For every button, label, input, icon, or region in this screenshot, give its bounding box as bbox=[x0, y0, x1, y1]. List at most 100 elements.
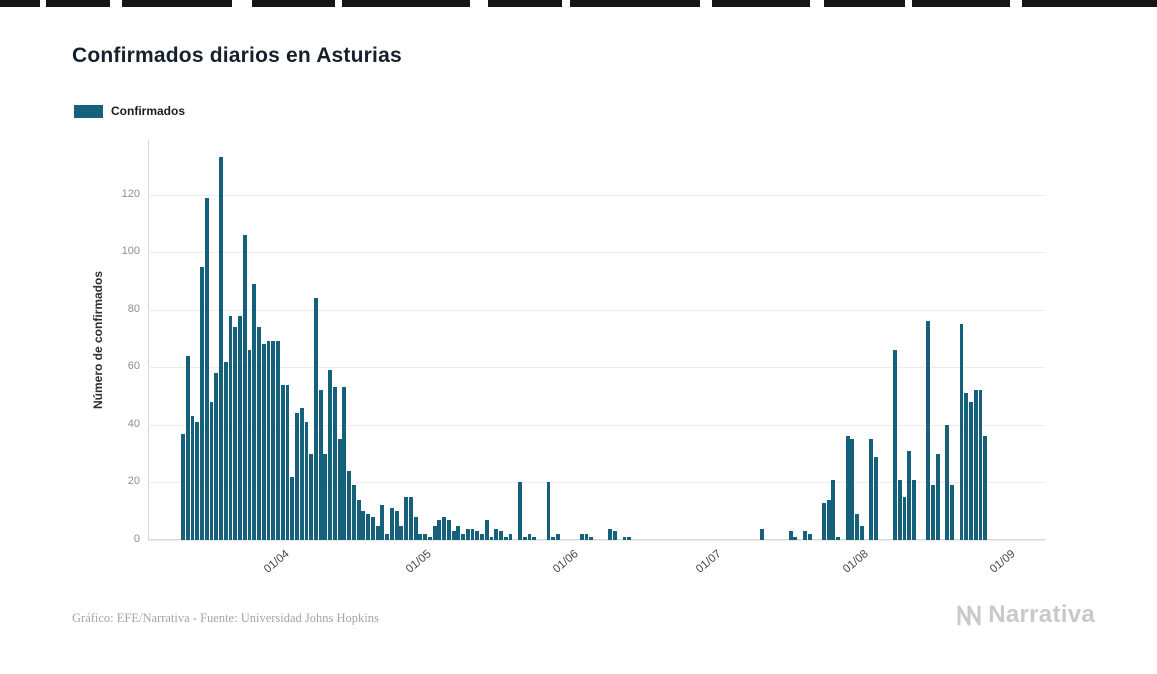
bar[interactable] bbox=[356, 499, 361, 540]
bar[interactable] bbox=[556, 534, 560, 540]
bar[interactable] bbox=[959, 324, 964, 540]
bar[interactable] bbox=[261, 344, 266, 540]
bar[interactable] bbox=[983, 436, 988, 540]
bar[interactable] bbox=[897, 479, 902, 540]
bar[interactable] bbox=[831, 479, 836, 540]
bar[interactable] bbox=[945, 424, 950, 540]
bar[interactable] bbox=[413, 516, 418, 540]
bar[interactable] bbox=[418, 534, 423, 540]
bar[interactable] bbox=[978, 390, 983, 540]
bar[interactable] bbox=[484, 519, 489, 540]
bar[interactable] bbox=[456, 525, 461, 540]
bar[interactable] bbox=[850, 439, 855, 540]
bar[interactable] bbox=[280, 384, 285, 540]
bar[interactable] bbox=[532, 537, 537, 540]
bar[interactable] bbox=[375, 525, 380, 540]
bar[interactable] bbox=[451, 531, 456, 540]
legend-item-confirmados[interactable]: Confirmados bbox=[74, 104, 185, 118]
bar[interactable] bbox=[408, 496, 413, 540]
bar[interactable] bbox=[394, 511, 399, 540]
bar[interactable] bbox=[351, 485, 356, 540]
bar[interactable] bbox=[855, 514, 859, 540]
bar[interactable] bbox=[442, 516, 446, 540]
bar[interactable] bbox=[361, 511, 366, 540]
bar[interactable] bbox=[432, 525, 437, 540]
bar[interactable] bbox=[760, 528, 765, 540]
bar[interactable] bbox=[465, 528, 470, 540]
bar[interactable] bbox=[252, 283, 257, 540]
bar[interactable] bbox=[499, 531, 503, 540]
bar[interactable] bbox=[337, 439, 342, 540]
bar[interactable] bbox=[285, 384, 290, 540]
bar[interactable] bbox=[859, 525, 864, 540]
bar[interactable] bbox=[926, 321, 931, 540]
bar[interactable] bbox=[313, 298, 318, 540]
bar[interactable] bbox=[219, 157, 223, 540]
bar[interactable] bbox=[893, 350, 897, 540]
bar[interactable] bbox=[185, 355, 190, 540]
bar[interactable] bbox=[257, 327, 261, 540]
bar[interactable] bbox=[480, 534, 484, 540]
bar[interactable] bbox=[950, 485, 954, 540]
bar[interactable] bbox=[204, 197, 209, 540]
bar[interactable] bbox=[332, 387, 337, 540]
bar[interactable] bbox=[589, 537, 594, 540]
bar[interactable] bbox=[238, 315, 242, 540]
bar[interactable] bbox=[427, 537, 432, 540]
bar[interactable] bbox=[389, 508, 394, 540]
bar[interactable] bbox=[437, 519, 442, 540]
bar[interactable] bbox=[290, 476, 295, 540]
bar[interactable] bbox=[475, 531, 480, 540]
bar[interactable] bbox=[522, 537, 527, 540]
bar[interactable] bbox=[613, 531, 617, 540]
bar[interactable] bbox=[869, 439, 874, 540]
bar[interactable] bbox=[233, 327, 238, 540]
bar[interactable] bbox=[912, 479, 916, 540]
bar[interactable] bbox=[380, 505, 385, 540]
bar[interactable] bbox=[470, 528, 475, 540]
bar[interactable] bbox=[907, 450, 912, 540]
bar[interactable] bbox=[551, 537, 556, 540]
bar[interactable] bbox=[404, 496, 409, 540]
bar[interactable] bbox=[399, 525, 404, 540]
bar[interactable] bbox=[276, 341, 280, 540]
bar[interactable] bbox=[385, 534, 390, 540]
bar[interactable] bbox=[793, 537, 798, 540]
bar[interactable] bbox=[489, 537, 494, 540]
bar[interactable] bbox=[295, 413, 299, 540]
bar[interactable] bbox=[836, 537, 840, 540]
bar[interactable] bbox=[518, 482, 522, 540]
bar[interactable] bbox=[370, 516, 375, 540]
bar[interactable] bbox=[902, 496, 907, 540]
bar[interactable] bbox=[964, 393, 969, 540]
bar[interactable] bbox=[209, 401, 214, 540]
bar[interactable] bbox=[969, 401, 973, 540]
bar[interactable] bbox=[190, 416, 195, 540]
bar[interactable] bbox=[527, 534, 532, 540]
bar[interactable] bbox=[318, 390, 323, 540]
bar[interactable] bbox=[223, 361, 228, 540]
bar[interactable] bbox=[195, 422, 200, 540]
bar[interactable] bbox=[807, 534, 812, 540]
bar[interactable] bbox=[508, 534, 513, 540]
bar[interactable] bbox=[299, 407, 304, 540]
bar[interactable] bbox=[342, 387, 347, 540]
bar[interactable] bbox=[788, 531, 793, 540]
bar[interactable] bbox=[347, 470, 352, 540]
bar[interactable] bbox=[446, 519, 451, 540]
bar[interactable] bbox=[503, 537, 508, 540]
bar[interactable] bbox=[802, 531, 807, 540]
bar[interactable] bbox=[584, 534, 589, 540]
bar[interactable] bbox=[366, 514, 371, 540]
bar[interactable] bbox=[328, 370, 333, 540]
bar[interactable] bbox=[200, 266, 204, 540]
bar[interactable] bbox=[309, 453, 314, 540]
bar[interactable] bbox=[494, 528, 499, 540]
bar[interactable] bbox=[931, 485, 935, 540]
bar[interactable] bbox=[266, 341, 271, 540]
bar[interactable] bbox=[247, 350, 252, 540]
bar[interactable] bbox=[935, 453, 940, 540]
bar[interactable] bbox=[821, 502, 826, 540]
bar[interactable] bbox=[181, 433, 185, 540]
bar[interactable] bbox=[271, 341, 276, 540]
